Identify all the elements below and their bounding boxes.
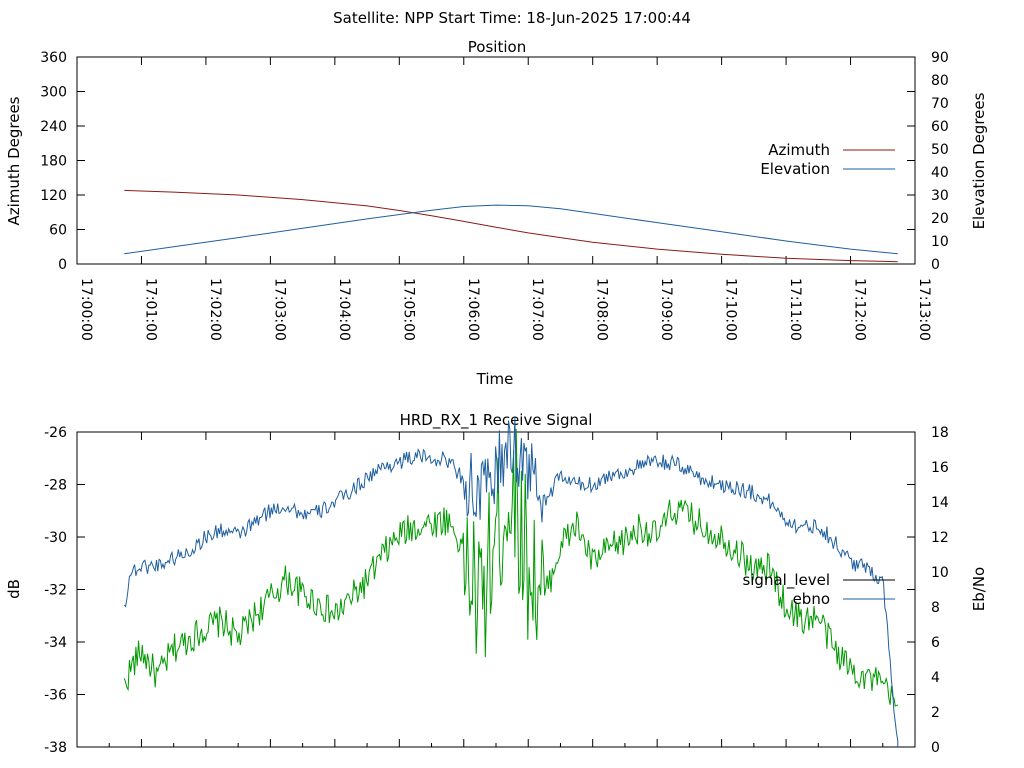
- y-tick-label: 180: [40, 154, 67, 170]
- receive-signal-chart-title: HRD_RX_1 Receive Signal: [400, 411, 593, 430]
- y2-tick-label: 2: [931, 705, 940, 721]
- y2-tick-label: 8: [931, 600, 940, 616]
- position-xlabel: Time: [476, 370, 514, 388]
- x-tick-label: 17:13:00: [916, 278, 932, 341]
- y-tick-label: -30: [44, 530, 67, 546]
- y-tick-label: 0: [58, 257, 67, 273]
- position-x-axis: 17:00:00 17:01:00 17:02:00 17:03:00 17:04:00…: [76, 57, 932, 341]
- x-tick-label: 17:04:00: [336, 278, 352, 341]
- y2-tick-label: 0: [931, 740, 940, 756]
- y2-tick-label: 40: [931, 165, 949, 181]
- position-chart-title: Position: [468, 38, 526, 56]
- y-tick-label: -38: [44, 740, 67, 756]
- y2-tick-label: 70: [931, 96, 949, 112]
- position-y-axis: 0 60 120 180 240 300 360: [40, 50, 915, 273]
- y2-tick-label: 12: [931, 530, 949, 546]
- y2-tick-label: 14: [931, 495, 949, 511]
- series-line-ebno: [123, 417, 899, 747]
- receive-signal-series: [123, 417, 899, 747]
- y2-tick-label: 0: [931, 257, 940, 273]
- legend-label: Elevation: [760, 160, 830, 178]
- x-tick-label: 17:10:00: [723, 278, 739, 341]
- y-tick-label: 300: [40, 85, 67, 101]
- receive-signal-plot-frame: [76, 431, 916, 748]
- y-tick-label: -32: [44, 583, 67, 599]
- y2-tick-label: 6: [931, 635, 940, 651]
- series-line-signal-level: [123, 428, 899, 707]
- y2-tick-label: 16: [931, 460, 949, 476]
- x-tick-label: 17:02:00: [207, 278, 223, 341]
- x-tick-label: 17:08:00: [594, 278, 610, 341]
- y2-tick-label: 80: [931, 73, 949, 89]
- series-line-elevation: [124, 204, 898, 255]
- legend-label: ebno: [793, 590, 830, 608]
- receive-signal-y2-axis: 0 2 4 6 8 10 12 14 16 18: [931, 425, 949, 756]
- y2-tick-label: 60: [931, 119, 949, 135]
- receive-signal-chart: HRD_RX_1 Receive Signal -38-36-34-32-30-…: [5, 411, 988, 756]
- y2-tick-label: 20: [931, 211, 949, 227]
- x-tick-label: 17:11:00: [787, 278, 803, 341]
- y-tick-label: -36: [44, 688, 67, 704]
- y-tick-label: -28: [44, 478, 67, 494]
- x-tick-label: 17:03:00: [271, 278, 287, 341]
- receive-signal-y2label: Eb/No: [970, 567, 988, 611]
- y-tick-label: -34: [44, 635, 67, 651]
- position-series: [124, 189, 898, 263]
- y-tick-label: 240: [40, 119, 67, 135]
- position-chart: Position 0 60 120 180 240 300 360 0 10 20 30 40 50 6…: [5, 38, 988, 388]
- x-tick-label: 17:09:00: [658, 278, 674, 341]
- legend-label: signal_level: [742, 571, 830, 590]
- y2-tick-label: 50: [931, 142, 949, 158]
- receive-signal-x-axis: [76, 432, 916, 747]
- receive-signal-y-axis: -38 -36 -34 -32 -30 -28 -26: [44, 425, 915, 756]
- y2-tick-label: 90: [931, 50, 949, 66]
- x-tick-label: 17:12:00: [852, 278, 868, 341]
- receive-signal-ylabel: dB: [5, 579, 23, 599]
- y-tick-label: -26: [44, 425, 67, 441]
- position-y2label: Elevation Degrees: [970, 92, 988, 229]
- page-title: Satellite: NPP Start Time: 18-Jun-2025 1…: [333, 9, 691, 27]
- series-line-azimuth: [124, 189, 898, 263]
- y-tick-label: 60: [49, 223, 67, 239]
- y2-tick-label: 10: [931, 234, 949, 250]
- position-y2-axis: 0 10 20 30 40 50 60 70 80 90: [931, 50, 949, 273]
- x-tick-label: 17:06:00: [465, 278, 481, 341]
- y2-tick-label: 30: [931, 188, 949, 204]
- x-tick-label: 17:00:00: [78, 278, 94, 341]
- y-tick-label: 360: [40, 50, 67, 66]
- x-tick-label: 17:07:00: [529, 278, 545, 341]
- x-tick-label: 17:01:00: [142, 278, 158, 341]
- y2-tick-label: 4: [931, 670, 940, 686]
- position-ylabel: Azimuth Degrees: [5, 96, 23, 225]
- y2-tick-label: 10: [931, 565, 949, 581]
- legend-label: Azimuth: [768, 141, 830, 159]
- y-tick-label: 120: [40, 188, 67, 204]
- y2-tick-label: 18: [931, 425, 949, 441]
- x-tick-label: 17:05:00: [400, 278, 416, 341]
